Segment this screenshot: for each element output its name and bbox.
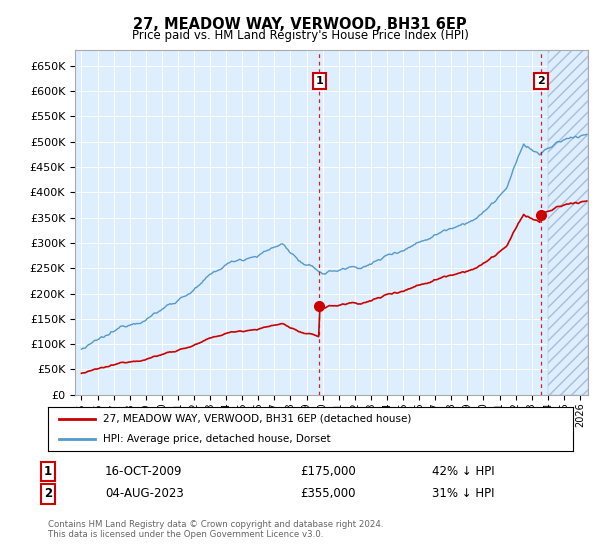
Text: 04-AUG-2023: 04-AUG-2023 <box>105 487 184 501</box>
Bar <box>548 50 588 395</box>
Text: 1: 1 <box>44 465 52 478</box>
Text: 16-OCT-2009: 16-OCT-2009 <box>105 465 182 478</box>
Text: £355,000: £355,000 <box>300 487 355 501</box>
Text: 42% ↓ HPI: 42% ↓ HPI <box>432 465 494 478</box>
Text: Price paid vs. HM Land Registry's House Price Index (HPI): Price paid vs. HM Land Registry's House … <box>131 29 469 42</box>
Text: 27, MEADOW WAY, VERWOOD, BH31 6EP (detached house): 27, MEADOW WAY, VERWOOD, BH31 6EP (detac… <box>103 414 412 424</box>
Text: Contains HM Land Registry data © Crown copyright and database right 2024.
This d: Contains HM Land Registry data © Crown c… <box>48 520 383 539</box>
Text: 1: 1 <box>316 76 323 86</box>
Text: 27, MEADOW WAY, VERWOOD, BH31 6EP: 27, MEADOW WAY, VERWOOD, BH31 6EP <box>133 17 467 32</box>
Text: 2: 2 <box>44 487 52 501</box>
Text: 2: 2 <box>537 76 545 86</box>
Text: £175,000: £175,000 <box>300 465 356 478</box>
Text: HPI: Average price, detached house, Dorset: HPI: Average price, detached house, Dors… <box>103 434 331 444</box>
Text: 31% ↓ HPI: 31% ↓ HPI <box>432 487 494 501</box>
